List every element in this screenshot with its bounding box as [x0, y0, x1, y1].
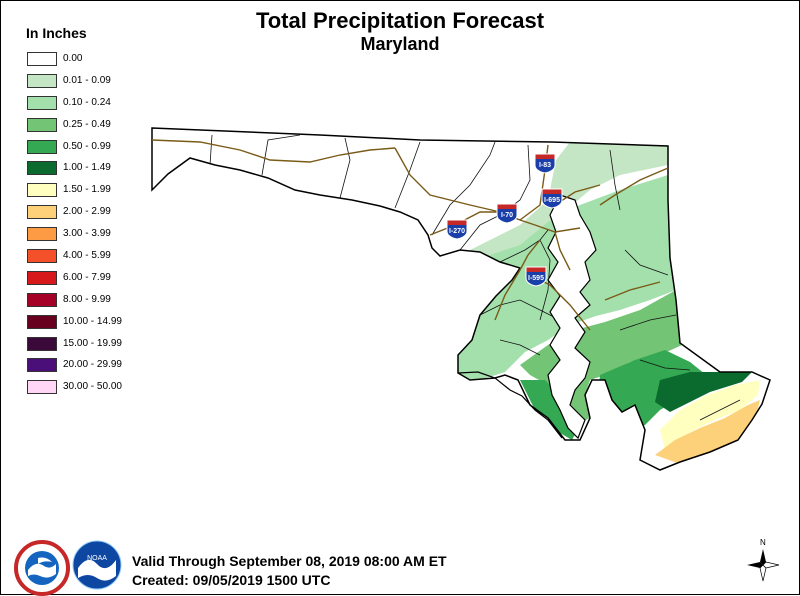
noaa-label: NOAA — [87, 555, 107, 562]
legend-item: 0.50 - 0.99 — [27, 139, 122, 162]
legend-label: 4.00 - 5.99 — [63, 250, 111, 262]
legend-swatch — [27, 336, 57, 351]
legend-swatch — [27, 95, 57, 110]
interstate-shields: I-83 I-695 I-70 I-270 I-595 — [446, 153, 563, 287]
legend-label: 2.00 - 2.99 — [63, 206, 111, 218]
interstate-label: I-270 — [449, 228, 465, 235]
legend-label: 0.25 - 0.49 — [63, 118, 111, 130]
interstate-label: I-70 — [501, 212, 513, 219]
legend-item: 15.00 - 19.99 — [27, 336, 122, 359]
legend-item: 10.00 - 14.99 — [27, 314, 122, 337]
legend-item: 1.00 - 1.49 — [27, 161, 122, 183]
nws-logo-icon — [14, 540, 70, 596]
legend-swatch — [27, 358, 57, 373]
interstate-shield-icon: I-70 — [496, 203, 518, 224]
potomac-river — [457, 371, 563, 439]
north-arrow-icon: N — [747, 538, 780, 582]
created-text: Created: 09/05/2019 1500 UTC — [132, 572, 331, 588]
legend-swatch — [27, 380, 57, 395]
precip-0.50-sm — [520, 380, 580, 440]
legend: 0.00 0.01 - 0.09 0.10 - 0.24 0.25 - 0.49 0.5… — [27, 52, 122, 402]
interstate-shield-icon: I-595 — [525, 266, 547, 287]
legend-label: 1.00 - 1.49 — [63, 162, 111, 174]
highways — [151, 139, 669, 331]
legend-swatch — [27, 183, 57, 198]
legend-label: 8.00 - 9.99 — [63, 293, 111, 305]
legend-item: 2.00 - 2.99 — [27, 205, 122, 227]
legend-item: 0.25 - 0.49 — [27, 117, 122, 140]
north-label: N — [760, 538, 766, 547]
legend-swatch — [27, 73, 57, 88]
legend-label: 10.00 - 14.99 — [63, 315, 122, 327]
legend-item: 8.00 - 9.99 — [27, 292, 122, 315]
legend-label: 15.00 - 19.99 — [63, 337, 122, 349]
legend-swatch — [27, 270, 57, 285]
legend-item: 3.00 - 3.99 — [27, 227, 122, 249]
legend-label: 1.50 - 1.99 — [63, 184, 111, 196]
legend-swatch — [27, 314, 57, 329]
legend-swatch — [27, 249, 57, 264]
legend-label: 0.00 — [63, 53, 83, 64]
legend-swatch — [27, 117, 57, 132]
precip-1.00 — [655, 372, 752, 412]
legend-item: 0.10 - 0.24 — [27, 95, 122, 118]
legend-item: 0.00 — [27, 52, 122, 74]
legend-label: 6.00 - 7.99 — [63, 271, 111, 283]
legend-item: 20.00 - 29.99 — [27, 358, 122, 380]
interstate-label: I-695 — [544, 197, 560, 204]
legend-item: 0.01 - 0.09 — [27, 73, 122, 96]
legend-label: 0.01 - 0.09 — [63, 74, 111, 86]
legend-item: 6.00 - 7.99 — [27, 270, 122, 293]
valid-through-text: Valid Through September 08, 2019 08:00 A… — [132, 553, 447, 569]
county-lines — [209, 134, 741, 421]
legend-title: In Inches — [26, 25, 87, 41]
legend-item: 1.50 - 1.99 — [27, 183, 122, 205]
legend-swatch — [27, 292, 57, 307]
legend-item: 30.00 - 50.00 — [27, 380, 122, 402]
legend-label: 0.50 - 0.99 — [63, 140, 111, 152]
legend-swatch — [27, 52, 57, 66]
chesapeake-bay — [547, 194, 597, 440]
legend-label: 20.00 - 29.99 — [63, 359, 122, 371]
legend-swatch — [27, 227, 57, 242]
map-subtitle: Maryland — [360, 34, 440, 54]
map-title: Total Precipitation Forecast — [255, 8, 545, 33]
legend-swatch — [27, 161, 57, 176]
interstate-label: I-595 — [528, 275, 544, 282]
interstate-shield-icon: I-83 — [534, 153, 556, 174]
interstate-shield-icon: I-270 — [446, 219, 468, 240]
legend-swatch — [27, 205, 57, 220]
legend-label: 30.00 - 50.00 — [63, 381, 122, 393]
precip-2.00 — [655, 400, 760, 464]
noaa-logo-icon: NOAA — [72, 540, 122, 590]
interstate-shield-icon: I-695 — [541, 188, 563, 209]
legend-item: 4.00 - 5.99 — [27, 249, 122, 271]
legend-swatch — [27, 139, 57, 154]
legend-label: 3.00 - 3.99 — [63, 228, 111, 240]
interstate-label: I-83 — [539, 162, 551, 169]
legend-label: 0.10 - 0.24 — [63, 96, 111, 108]
